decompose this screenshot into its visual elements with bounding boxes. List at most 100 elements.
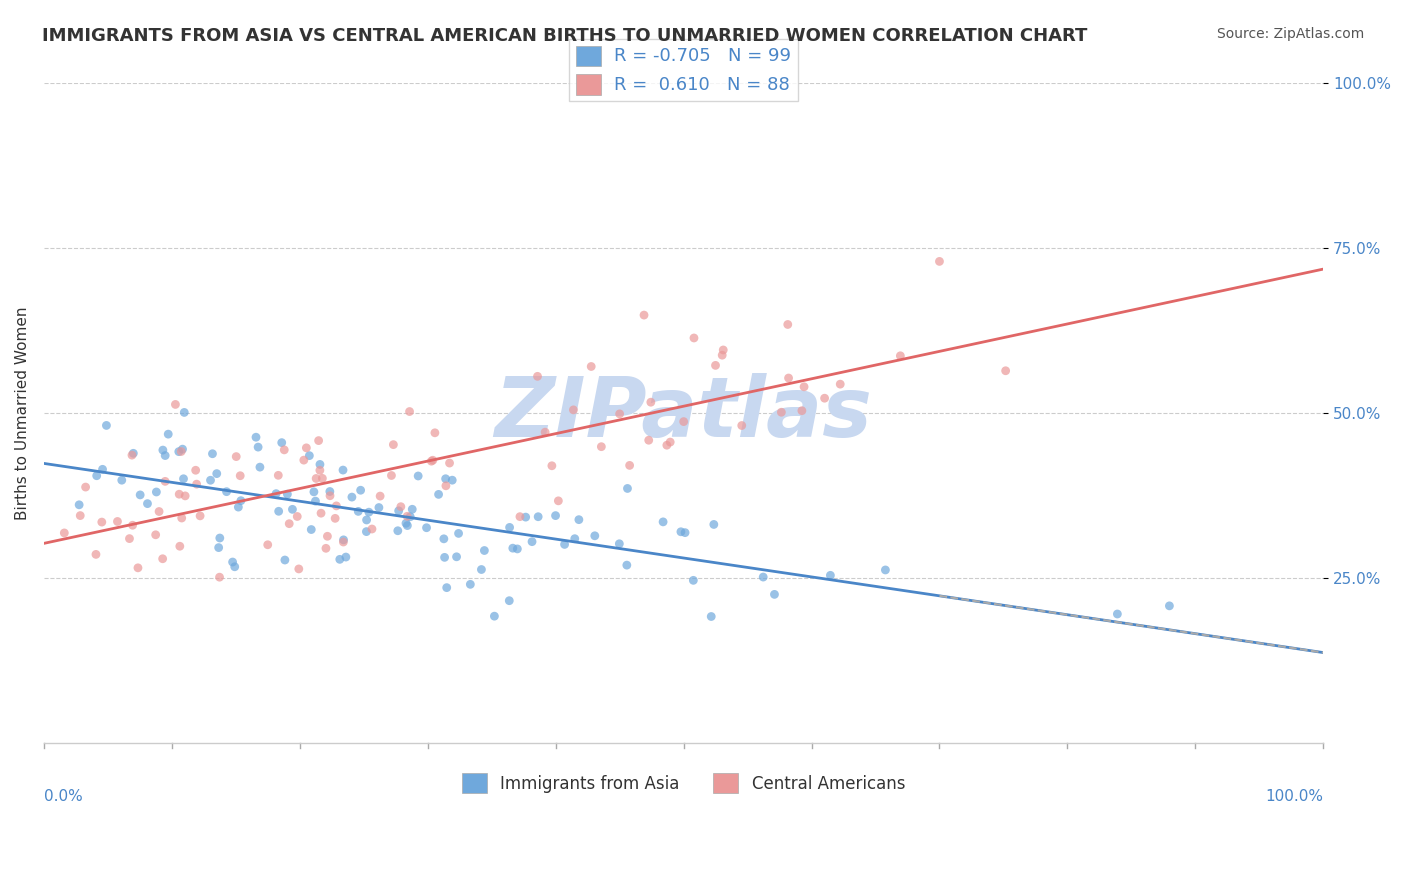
Point — [672, 415, 695, 429]
Point — [889, 349, 911, 363]
Point — [1107, 607, 1129, 621]
Point — [731, 418, 754, 433]
Point — [152, 443, 174, 458]
Point — [170, 444, 193, 458]
Point — [224, 559, 246, 574]
Point — [994, 364, 1017, 378]
Point — [1159, 599, 1181, 613]
Point — [633, 308, 655, 322]
Point — [167, 444, 190, 458]
Point — [256, 538, 278, 552]
Point — [388, 504, 411, 518]
Point — [703, 517, 725, 532]
Point — [433, 532, 456, 546]
Point — [356, 524, 378, 539]
Point — [387, 524, 409, 538]
Point — [439, 456, 461, 470]
Point — [447, 526, 470, 541]
Point — [208, 541, 231, 555]
Point — [398, 404, 420, 418]
Point — [502, 541, 524, 556]
Point — [637, 434, 659, 448]
Point — [136, 497, 159, 511]
Point — [534, 425, 557, 439]
Point — [515, 510, 537, 524]
Point — [249, 460, 271, 475]
Point — [319, 484, 342, 499]
Point — [704, 359, 727, 373]
Point — [221, 555, 243, 569]
Point — [67, 498, 90, 512]
Point — [129, 488, 152, 502]
Point — [90, 515, 112, 529]
Point — [396, 518, 419, 533]
Text: IMMIGRANTS FROM ASIA VS CENTRAL AMERICAN BIRTHS TO UNMARRIED WOMEN CORRELATION C: IMMIGRANTS FROM ASIA VS CENTRAL AMERICAN… — [42, 27, 1088, 45]
Point — [295, 441, 318, 455]
Point — [776, 318, 799, 332]
Point — [700, 609, 723, 624]
Point — [86, 468, 108, 483]
Point — [420, 454, 443, 468]
Point — [332, 533, 354, 547]
Point — [427, 487, 450, 501]
Point — [311, 471, 333, 485]
Point — [173, 472, 195, 486]
Point — [640, 395, 662, 409]
Point — [107, 515, 129, 529]
Point — [793, 380, 815, 394]
Point — [619, 458, 641, 473]
Point — [928, 254, 950, 268]
Point — [401, 502, 423, 516]
Point — [148, 504, 170, 518]
Point — [267, 468, 290, 483]
Point — [122, 446, 145, 460]
Point — [157, 427, 180, 442]
Point — [389, 500, 412, 514]
Point — [319, 489, 342, 503]
Point — [309, 463, 332, 477]
Point — [527, 509, 550, 524]
Point — [292, 453, 315, 467]
Point — [434, 479, 457, 493]
Point — [188, 508, 211, 523]
Point — [53, 525, 76, 540]
Point — [356, 513, 378, 527]
Point — [609, 407, 631, 421]
Point — [270, 435, 292, 450]
Point — [245, 430, 267, 444]
Point — [165, 397, 187, 411]
Point — [415, 521, 437, 535]
Point — [607, 537, 630, 551]
Point — [274, 553, 297, 567]
Point — [568, 513, 591, 527]
Point — [305, 471, 328, 485]
Point — [332, 535, 354, 549]
Point — [200, 473, 222, 487]
Point — [111, 473, 134, 487]
Point — [396, 509, 419, 524]
Point — [169, 539, 191, 553]
Point — [711, 343, 734, 357]
Point — [340, 490, 363, 504]
Point — [474, 543, 496, 558]
Point — [498, 520, 520, 534]
Point — [167, 487, 190, 501]
Point — [673, 525, 696, 540]
Point — [278, 516, 301, 531]
Point — [752, 570, 775, 584]
Point — [349, 483, 371, 498]
Point — [228, 500, 250, 514]
Point — [304, 494, 326, 508]
Text: ZIPatlas: ZIPatlas — [495, 373, 873, 453]
Point — [562, 402, 585, 417]
Point — [118, 532, 141, 546]
Point — [526, 369, 548, 384]
Point — [316, 529, 339, 543]
Point — [323, 511, 346, 525]
Point — [84, 548, 107, 562]
Point — [69, 508, 91, 523]
Point — [281, 502, 304, 516]
Point — [285, 509, 308, 524]
Point — [579, 359, 602, 374]
Point — [205, 467, 228, 481]
